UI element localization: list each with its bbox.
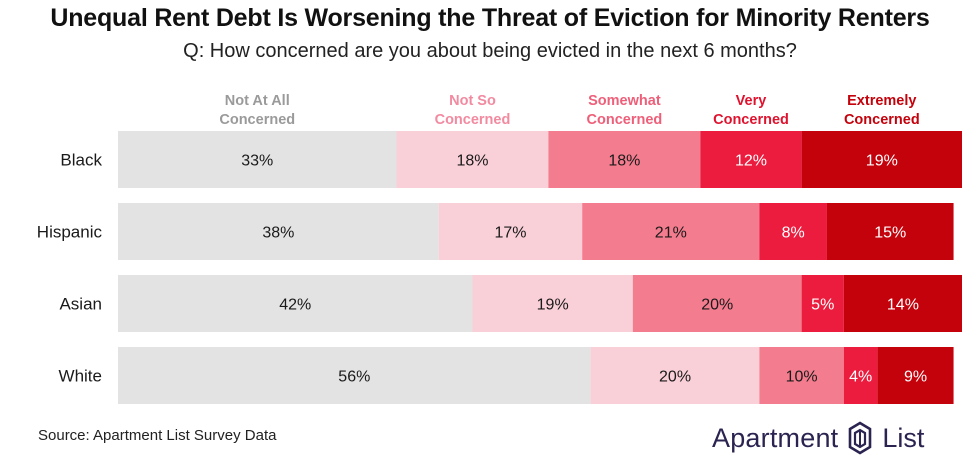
data-label-asian-extremely-concerned: 14% [887, 297, 919, 314]
data-label-asian-not-at-all-concerned: 42% [279, 297, 311, 314]
bar-white-not-at-all-concerned [118, 347, 591, 404]
legend-label-somewhat-concerned-line-1: Somewhat [588, 93, 661, 109]
bar-white-extremely-concerned [877, 347, 954, 404]
bar-asian-very-concerned [801, 275, 844, 332]
bar-hispanic-very-concerned [759, 203, 827, 260]
category-label-black: Black [60, 151, 102, 170]
category-label-white: White [59, 367, 102, 386]
data-label-black-somewhat-concerned: 18% [608, 153, 640, 170]
data-label-white-not-at-all-concerned: 56% [338, 369, 370, 386]
bar-asian-not-so-concerned [472, 275, 633, 332]
bar-white-somewhat-concerned [759, 347, 844, 404]
apartment-list-logo-icon [849, 421, 872, 455]
data-label-black-extremely-concerned: 19% [866, 153, 898, 170]
bar-asian-not-at-all-concerned [118, 275, 473, 332]
data-label-white-extremely-concerned: 9% [904, 369, 927, 386]
data-label-black-very-concerned: 12% [735, 153, 767, 170]
data-label-asian-very-concerned: 5% [811, 297, 834, 314]
data-label-white-somewhat-concerned: 10% [786, 369, 818, 386]
legend-label-not-so-concerned-line-1: Not So [449, 93, 496, 109]
bar-asian-extremely-concerned [843, 275, 962, 332]
chart-title: Unequal Rent Debt Is Worsening the Threa… [50, 4, 930, 32]
data-label-hispanic-very-concerned: 8% [782, 225, 805, 242]
bar-white-very-concerned [843, 347, 878, 404]
bar-asian-somewhat-concerned [632, 275, 802, 332]
data-label-black-not-at-all-concerned: 33% [241, 153, 273, 170]
data-label-white-not-so-concerned: 20% [659, 369, 691, 386]
legend-label-somewhat-concerned-line-2: Concerned [587, 112, 663, 128]
data-label-black-not-so-concerned: 18% [456, 153, 488, 170]
legend-label-not-at-all-concerned-line-1: Not At All [225, 93, 290, 109]
bar-black-not-so-concerned [396, 131, 549, 188]
legend-label-not-at-all-concerned-line-2: Concerned [219, 112, 295, 128]
data-label-asian-somewhat-concerned: 20% [701, 297, 733, 314]
chart-subtitle: Q: How concerned are you about being evi… [183, 40, 797, 62]
bar-black-not-at-all-concerned [118, 131, 397, 188]
bar-hispanic-not-at-all-concerned [118, 203, 439, 260]
source-note: Source: Apartment List Survey Data [38, 427, 277, 444]
data-label-hispanic-extremely-concerned: 15% [874, 225, 906, 242]
legend-label-extremely-concerned-line-1: Extremely [847, 93, 916, 109]
legend-label-extremely-concerned-line-2: Concerned [844, 112, 920, 128]
bar-black-very-concerned [700, 131, 802, 188]
bar-black-somewhat-concerned [548, 131, 701, 188]
legend-label-very-concerned-line-1: Very [736, 93, 767, 109]
bar-hispanic-somewhat-concerned [582, 203, 760, 260]
bar-white-not-so-concerned [590, 347, 760, 404]
bar-hispanic-extremely-concerned [826, 203, 954, 260]
legend-label-not-so-concerned-line-2: Concerned [435, 112, 511, 128]
bar-black-extremely-concerned [801, 131, 962, 188]
category-label-asian: Asian [59, 295, 102, 314]
brand-list: List [882, 422, 925, 453]
data-label-hispanic-somewhat-concerned: 21% [655, 225, 687, 242]
data-label-hispanic-not-so-concerned: 17% [494, 225, 526, 242]
brand-logo: Apartment List [712, 418, 924, 458]
legend-label-very-concerned-line-2: Concerned [713, 112, 789, 128]
data-label-white-very-concerned: 4% [849, 369, 872, 386]
bar-hispanic-not-so-concerned [438, 203, 583, 260]
data-label-asian-not-so-concerned: 19% [537, 297, 569, 314]
data-label-hispanic-not-at-all-concerned: 38% [262, 225, 294, 242]
brand-name: Apartment [712, 422, 839, 453]
category-label-hispanic: Hispanic [37, 223, 103, 242]
